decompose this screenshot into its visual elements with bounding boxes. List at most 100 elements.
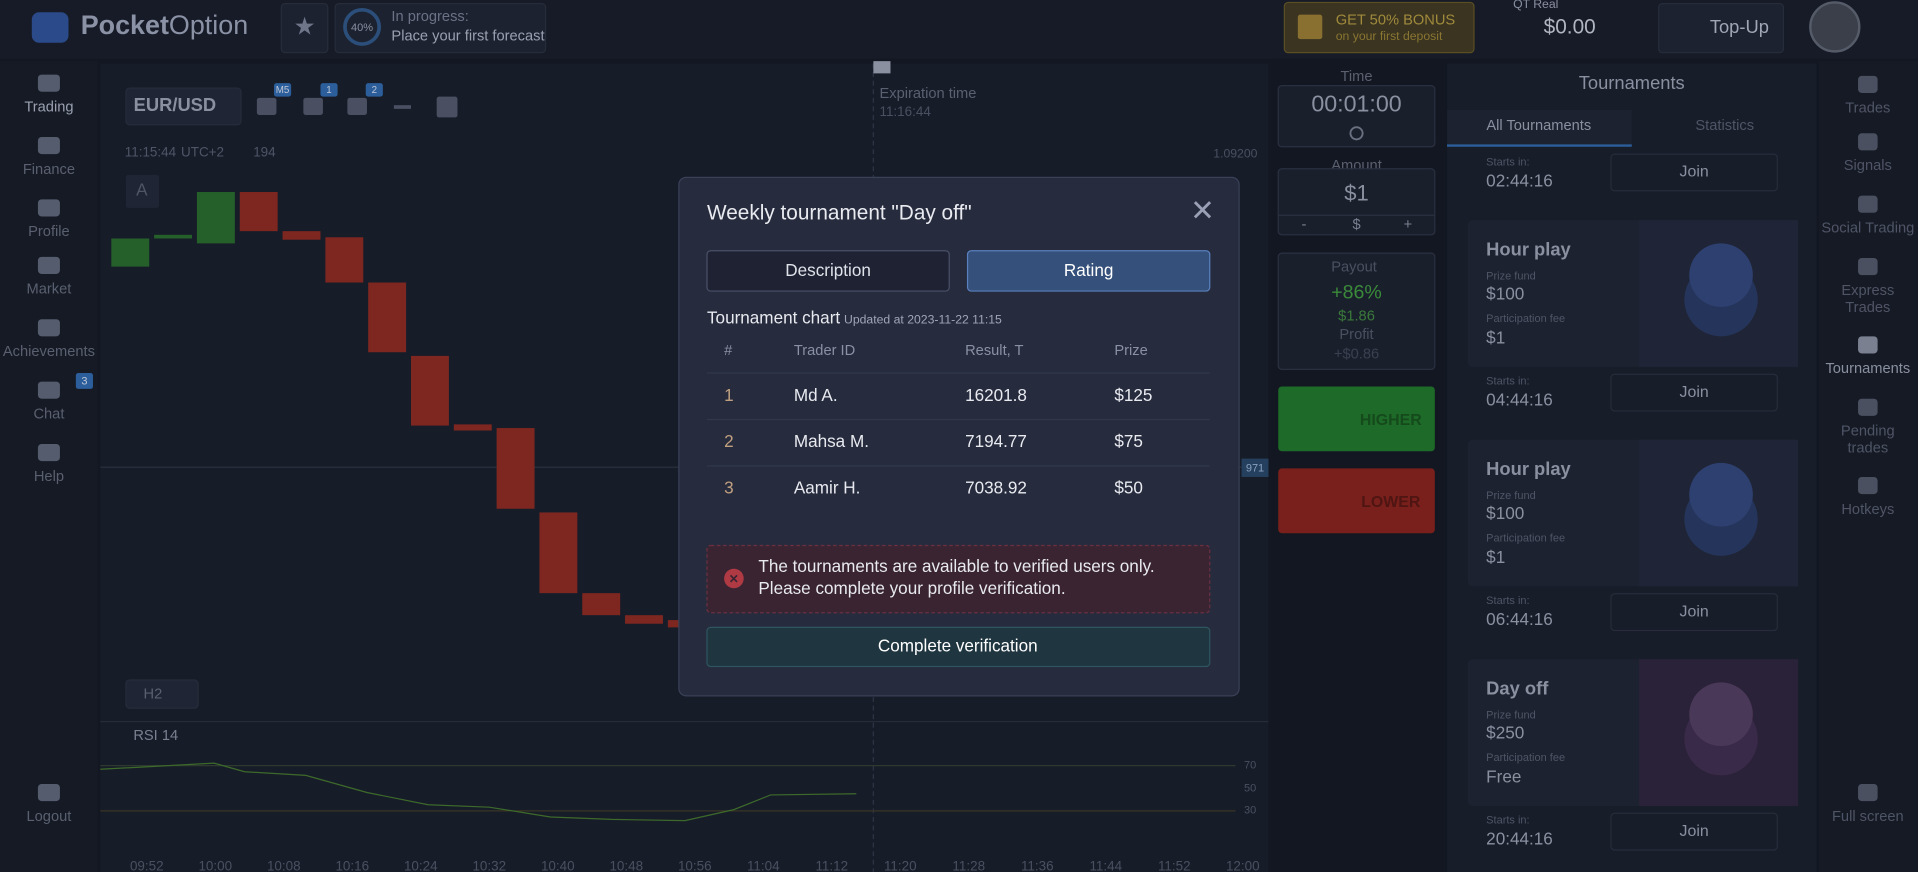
progress-ring [343, 7, 382, 46]
join-button[interactable] [1610, 373, 1778, 412]
label: $1 [1344, 180, 1368, 205]
alert [706, 544, 1211, 614]
progress-box [334, 3, 547, 54]
join-button[interactable] [1610, 153, 1778, 192]
avatar[interactable] [1809, 1, 1861, 53]
label: $100 [1486, 504, 1524, 523]
label: $1 [1486, 328, 1505, 347]
label: Prize [1114, 343, 1147, 359]
candle [282, 231, 321, 240]
label: Top-Up [1710, 16, 1769, 37]
pair-select[interactable] [125, 87, 242, 126]
tool-icon [303, 97, 323, 115]
label: EUR/USD [134, 94, 217, 115]
table-cell: 16201.8 [965, 386, 1027, 405]
amount-box [1277, 168, 1436, 236]
x-label: 11:04 [747, 859, 780, 872]
nav-item: Pending [1841, 424, 1895, 440]
label: RSI 14 [133, 728, 178, 744]
x-label: 11:36 [1021, 859, 1054, 872]
join-button[interactable] [1610, 812, 1778, 851]
x-label: 11:20 [884, 859, 917, 872]
label: Tournament chart [707, 309, 840, 328]
label: +86% [1331, 282, 1382, 304]
label: UTC+2 [181, 144, 224, 159]
candle [582, 593, 621, 616]
label: M5 [276, 85, 290, 96]
tool-badge [365, 83, 383, 97]
tool-badge [273, 83, 292, 97]
label: 04:44:16 [1486, 391, 1553, 410]
tool-icon [347, 97, 367, 115]
label: Hour play [1486, 239, 1571, 260]
price-tag [1241, 458, 1269, 477]
label: Profit [1339, 327, 1373, 343]
label: Starts in: [1486, 595, 1529, 607]
brand: PocketOption [81, 10, 248, 40]
favorites-button[interactable] [280, 3, 329, 54]
tool-icon [256, 97, 277, 115]
label: All Tournaments [1486, 118, 1591, 134]
x-label: 10:56 [678, 859, 712, 872]
tab-rating[interactable] [966, 250, 1211, 292]
table-cell: 1 [724, 386, 734, 405]
label: HIGHER [1360, 412, 1422, 429]
marker-box [125, 174, 160, 208]
candle [496, 428, 535, 509]
verify-button[interactable] [706, 626, 1211, 668]
nav-icon [1858, 398, 1878, 416]
close-button[interactable]: ✕ [1190, 195, 1215, 228]
nav-item: Signals [1844, 158, 1892, 174]
label: Please complete your profile verificatio… [758, 579, 1065, 598]
label: 194 [253, 144, 276, 159]
candle [239, 192, 278, 232]
topup-button[interactable] [1658, 3, 1785, 54]
join-button[interactable] [1610, 593, 1778, 632]
label: 1 [326, 85, 331, 96]
nav-item: Full screen [1832, 809, 1904, 825]
x-label: 10:48 [609, 859, 643, 872]
label: 971 [1246, 462, 1264, 474]
label: 50 [1244, 783, 1256, 795]
table-cell: Mahsa M. [794, 432, 869, 451]
nav-item: Hotkeys [1841, 502, 1894, 518]
label: In progress: [391, 9, 468, 25]
star-icon: ★ [294, 14, 316, 41]
label: Weekly tournament "Day off" [707, 202, 972, 225]
candle [154, 234, 193, 239]
table-cell: Md A. [794, 386, 838, 405]
label: 11:16:44 [879, 104, 931, 119]
nav-icon [37, 199, 60, 217]
table-cell: $50 [1114, 479, 1143, 498]
label: $250 [1486, 723, 1524, 742]
payout-box [1277, 252, 1436, 370]
label: $0.00 [1544, 16, 1596, 39]
label: Participation fee [1486, 313, 1565, 325]
label: 70 [1244, 760, 1256, 772]
card-art [1689, 682, 1753, 747]
rsi-line [100, 762, 857, 822]
nav-icon [37, 256, 60, 274]
bonus-banner[interactable] [1283, 1, 1475, 54]
label: Free [1486, 767, 1521, 786]
x-label: 11:44 [1089, 859, 1122, 872]
label: Participation fee [1486, 533, 1565, 545]
nav-item: Logout [27, 809, 72, 825]
candle [196, 192, 235, 244]
lower-button[interactable] [1278, 468, 1435, 534]
label: 06:44:16 [1486, 610, 1553, 629]
nav-item: Trades [1845, 300, 1890, 316]
label: Description [785, 261, 871, 280]
nav-icon [1858, 258, 1878, 276]
higher-button[interactable] [1278, 386, 1435, 452]
label: 02:44:16 [1486, 172, 1553, 191]
label: Starts in: [1486, 815, 1529, 827]
time-box [1277, 84, 1436, 148]
alert-icon [724, 568, 744, 589]
interval-select[interactable] [125, 679, 199, 709]
label: $100 [1486, 284, 1524, 303]
label: 2 [372, 85, 377, 96]
tab-description[interactable] [706, 250, 950, 292]
x-label: 10:24 [404, 859, 438, 872]
